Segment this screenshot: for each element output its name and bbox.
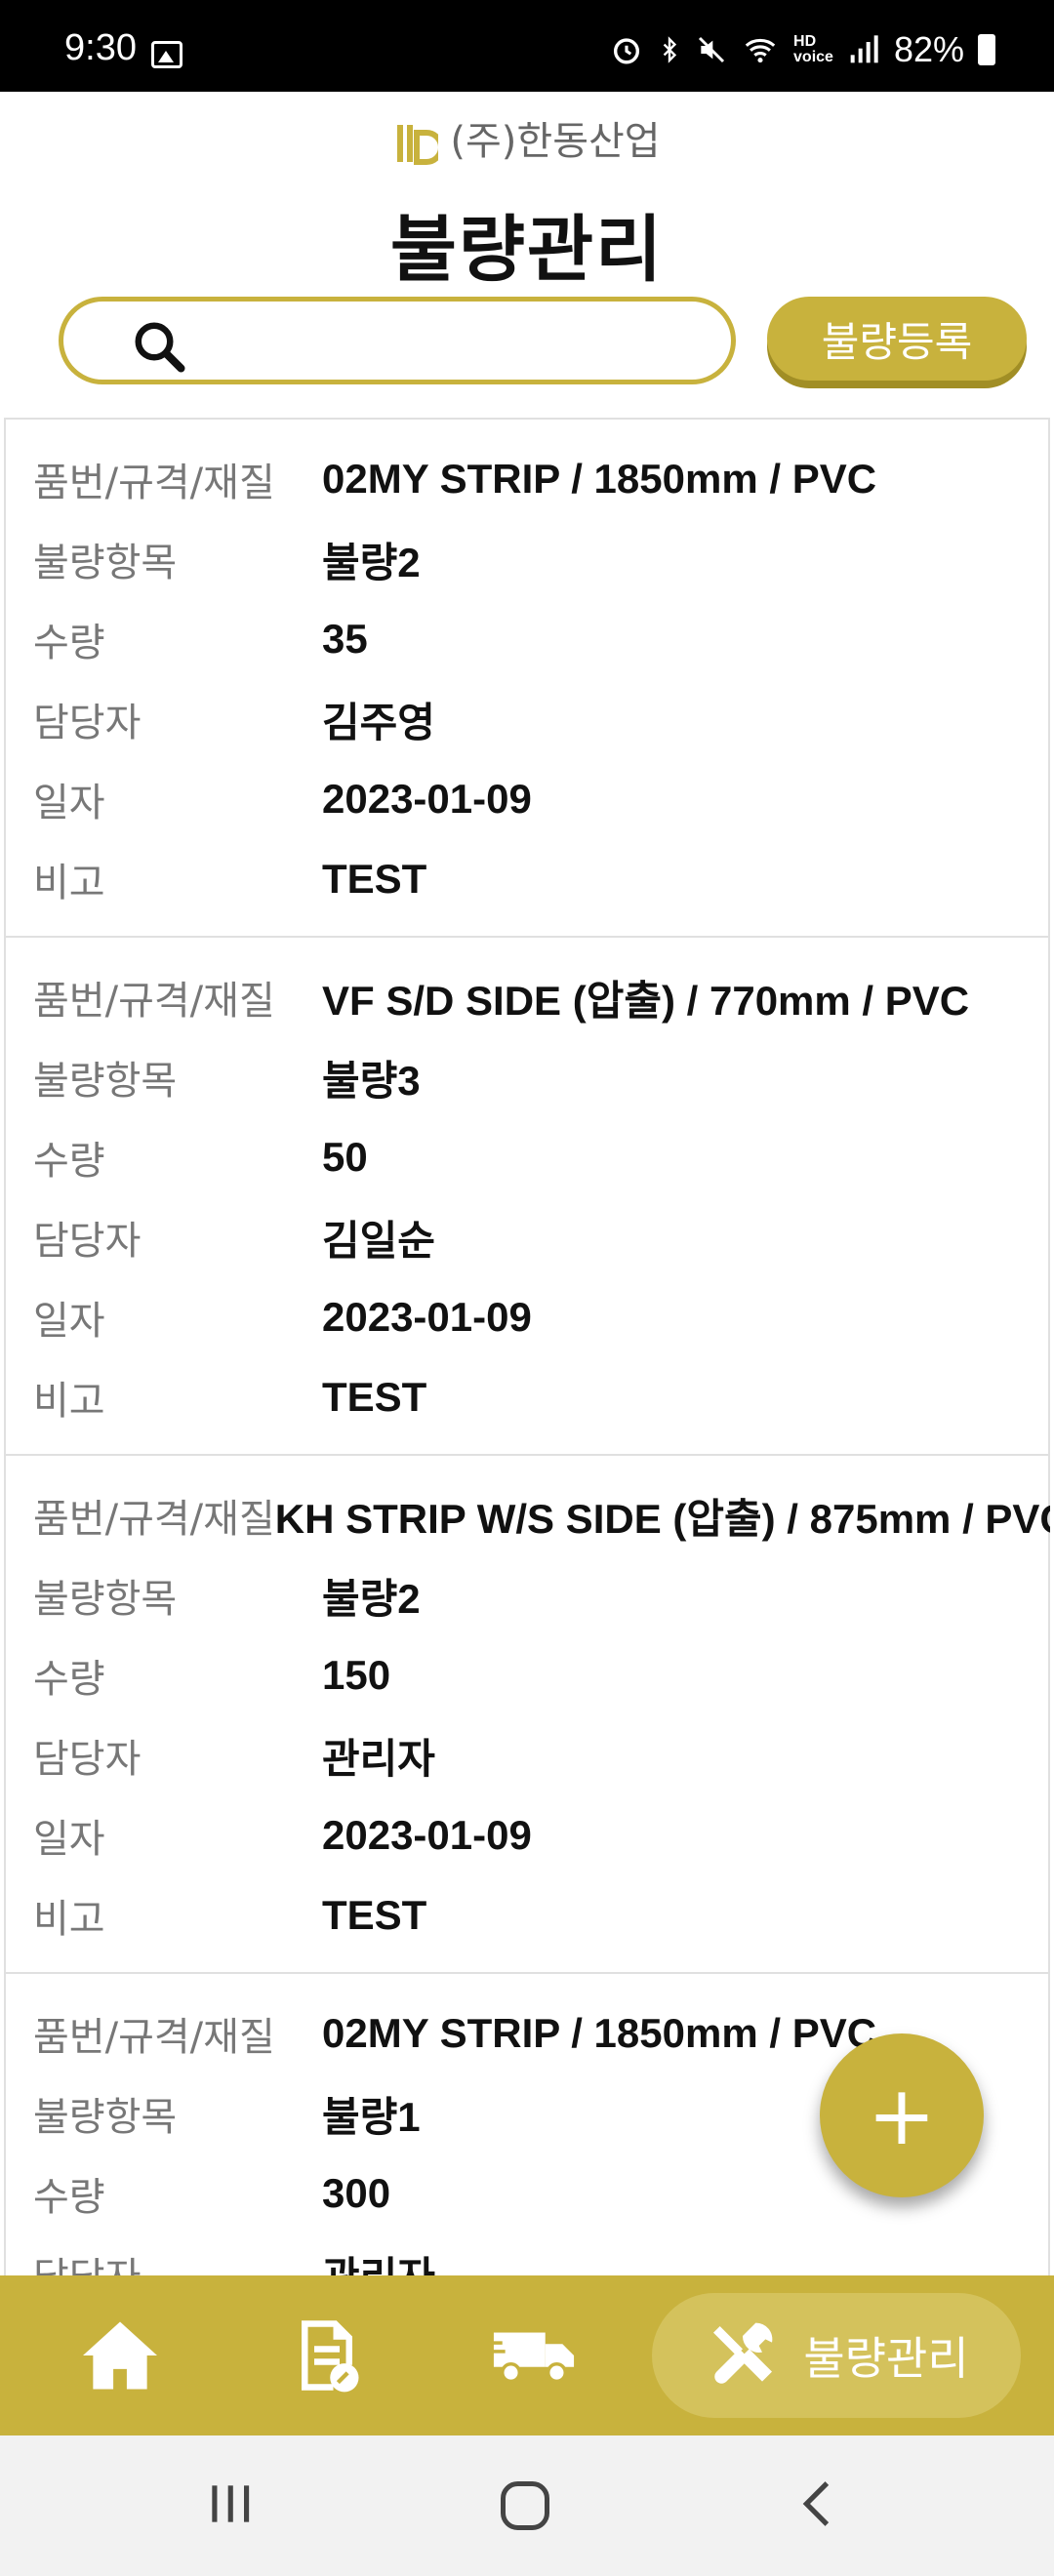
date-value: 2023-01-09 [322,1812,532,1858]
defect-value: 불량3 [322,1057,421,1104]
defect-value: 불량2 [322,1575,421,1622]
field-label: 수량 [33,1139,105,1184]
status-time: 9:30 [64,27,137,68]
battery-percent: 82% [893,29,964,69]
defect-value: 불량1 [322,2093,421,2140]
field-label: 담당자 [33,1219,142,1264]
note-value: TEST [322,1892,427,1938]
hd-voice-icon: HD voice [793,33,833,65]
status-bar: 9:30 HD voice 82% [0,0,1054,92]
search-box[interactable] [59,297,736,384]
defect-card[interactable]: 품번/규격/재질 KH STRIP W/S SIDE (압출) / 875mm /… [4,1454,1050,1972]
nav-delivery[interactable] [490,2314,578,2396]
system-nav-bar [0,2435,1054,2576]
manager-value: 관리자 [322,1735,435,1782]
company-name: (주)한동산업 [450,119,661,164]
field-label: 품번/규격/재질 [33,461,275,505]
field-label: 품번/규격/재질 [33,1497,275,1542]
nav-defect-management[interactable]: 불량관리 [652,2293,1021,2418]
add-fab-button[interactable]: + [820,2033,984,2197]
recent-apps-icon[interactable] [203,2476,258,2531]
document-edit-icon [302,2320,359,2393]
date-value: 2023-01-09 [322,776,532,822]
item-spec-value: VF S/D SIDE (압출) / 770mm / PVC [322,977,970,1024]
quantity-value: 35 [322,616,368,662]
field-label: 담당자 [33,2245,322,2275]
home-icon [83,2321,157,2390]
defect-card[interactable]: 품번/규격/재질 02MY STRIP / 1850mm / PVC 불량항목 불량… [4,418,1050,936]
truck-icon [491,2332,575,2384]
note-value: TEST [322,856,427,902]
nav-documents[interactable] [283,2314,371,2396]
field-label: 일자 [33,781,105,825]
page-title: 불량관리 [389,208,665,292]
field-label: 비고 [33,1379,105,1424]
nav-active-label: 불량관리 [803,2332,969,2385]
manager-value: 관리자 [322,2244,435,2276]
field-label: 비고 [33,861,105,906]
field-label: 불량항목 [33,2095,178,2140]
item-spec-value: KH STRIP W/S SIDE (압출) / 875mm / PVC [274,1495,1050,1542]
brand-header: (주)한동산업 [0,109,1054,166]
note-value: TEST [322,1374,427,1420]
field-label: 수량 [33,1657,105,1702]
tools-icon [713,2322,773,2384]
field-label: 불량항목 [33,541,178,585]
field-label: 수량 [33,621,105,665]
search-icon[interactable] [130,317,188,376]
status-icons: HD voice 82% [610,29,995,70]
field-label: 품번/규격/재질 [33,979,275,1024]
field-label: 불량항목 [33,1577,178,1622]
alarm-icon [613,38,640,64]
gallery-notification-icon [151,41,182,68]
defect-card[interactable]: 품번/규격/재질 VF S/D SIDE (압출) / 770mm / PVC 불… [4,936,1050,1454]
field-label: 수량 [33,2175,105,2220]
search-input[interactable] [210,311,698,370]
wifi-icon [745,38,776,63]
field-label: 담당자 [33,701,142,745]
company-logo-icon [397,125,439,165]
item-spec-value: 02MY STRIP / 1850mm / PVC [322,456,877,502]
back-icon[interactable] [790,2476,845,2531]
bottom-nav: 불량관리 [0,2275,1054,2435]
field-label: 일자 [33,1817,105,1862]
home-button-icon[interactable] [496,2476,554,2535]
defect-list[interactable]: 품번/규격/재질 02MY STRIP / 1850mm / PVC 불량항목 불량… [4,418,1050,2275]
mute-icon [698,36,725,63]
bluetooth-icon [663,36,677,63]
register-defect-button[interactable]: 불량등록 [767,297,1027,381]
field-label: 비고 [33,1897,105,1942]
battery-icon [978,34,995,65]
signal-icon [850,35,878,63]
date-value: 2023-01-09 [322,1294,532,1340]
defect-value: 불량2 [322,539,421,585]
quantity-value: 150 [322,1652,391,1698]
manager-value: 김일순 [322,1217,435,1264]
field-label: 일자 [33,1299,105,1344]
field-label: 불량항목 [33,1059,178,1104]
quantity-value: 50 [322,1134,368,1180]
manager-value: 김주영 [322,699,435,745]
field-label: 품번/규격/재질 [33,2015,275,2060]
item-spec-value: 02MY STRIP / 1850mm / PVC [322,2010,877,2056]
field-label: 담당자 [33,1737,142,1782]
nav-home[interactable] [76,2314,164,2396]
quantity-value: 300 [322,2170,391,2216]
